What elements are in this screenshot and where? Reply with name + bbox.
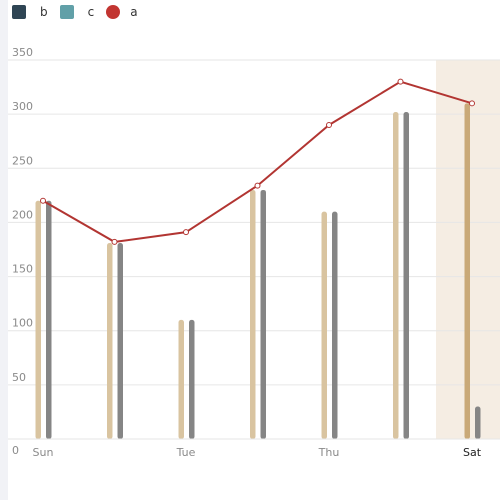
y-tick-label-50: 50 [12, 371, 26, 384]
legend-item-b[interactable]: b [12, 5, 48, 19]
bar-c-thu [332, 211, 338, 439]
bar-c-tue [189, 319, 195, 439]
bar-b-mon [107, 243, 113, 439]
legend-label-c: c [87, 5, 95, 19]
bar-c-fri [403, 111, 409, 439]
point-a-thu [326, 121, 332, 128]
y-tick-label-300: 300 [12, 100, 33, 113]
bar-b-sat [464, 103, 470, 440]
bar-c-wed [260, 189, 266, 439]
point-a-sat [469, 100, 475, 107]
x-tick-label-thu: Thu [318, 446, 340, 459]
chart-legend: b c a [12, 3, 150, 21]
point-a-mon [111, 238, 118, 245]
bar-b-thu [321, 211, 327, 439]
legend-swatch-c [59, 5, 74, 19]
bar-b-wed [250, 189, 256, 439]
y-tick-label-250: 250 [12, 154, 33, 167]
legend-item-c[interactable]: c [59, 5, 95, 19]
bar-b-tue [178, 319, 184, 439]
x-tick-label-sat: Sat [463, 446, 482, 459]
y-tick-label-200: 200 [12, 208, 33, 221]
legend-item-a[interactable]: a [106, 5, 138, 19]
bar-c-sun [46, 200, 52, 439]
legend-label-a: a [130, 5, 138, 19]
y-tick-label-0: 0 [12, 444, 19, 457]
point-a-fri [397, 78, 404, 85]
bar-c-mon [117, 243, 123, 439]
y-tick-label-350: 350 [12, 46, 33, 59]
legend-swatch-b [12, 5, 26, 19]
legend-label-b: b [40, 5, 48, 19]
x-tick-label-tue: Tue [176, 446, 196, 459]
legend-swatch-a [106, 5, 121, 19]
bar-b-fri [393, 111, 399, 439]
y-tick-label-150: 150 [12, 263, 33, 276]
left-edge-strip [0, 0, 8, 500]
point-a-sun [40, 197, 46, 204]
bar-b-sun [35, 200, 41, 439]
x-tick-label-sun: Sun [33, 446, 54, 459]
point-a-tue [183, 229, 189, 236]
y-tick-label-100: 100 [12, 317, 33, 330]
bar-c-sat [475, 406, 481, 439]
point-a-wed [254, 182, 261, 189]
